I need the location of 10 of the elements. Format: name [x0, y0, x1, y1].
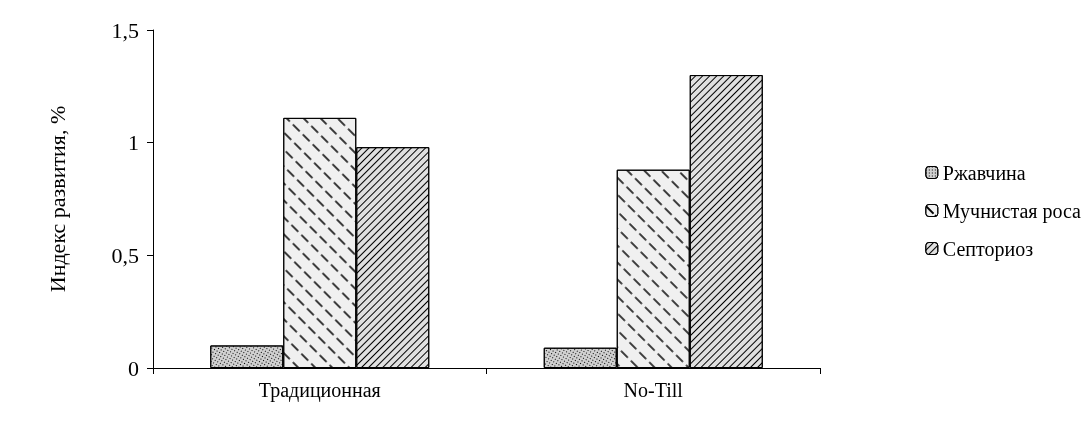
legend-label: Септориоз [942, 237, 1034, 261]
legend-label: Мучнистая роса [942, 199, 1082, 223]
x-tick-label: Традиционная [258, 379, 381, 402]
y-tick-label: 1,5 [111, 17, 139, 43]
y-tick-label: 0 [128, 355, 139, 381]
y-axis-title: Индекс развития, % [44, 105, 70, 293]
y-tick-label: 1 [128, 130, 139, 156]
y-tick-label: 0,5 [111, 242, 139, 268]
x-tick-label: No-Till [623, 379, 684, 401]
legend-label: Ржавчина [942, 161, 1026, 184]
